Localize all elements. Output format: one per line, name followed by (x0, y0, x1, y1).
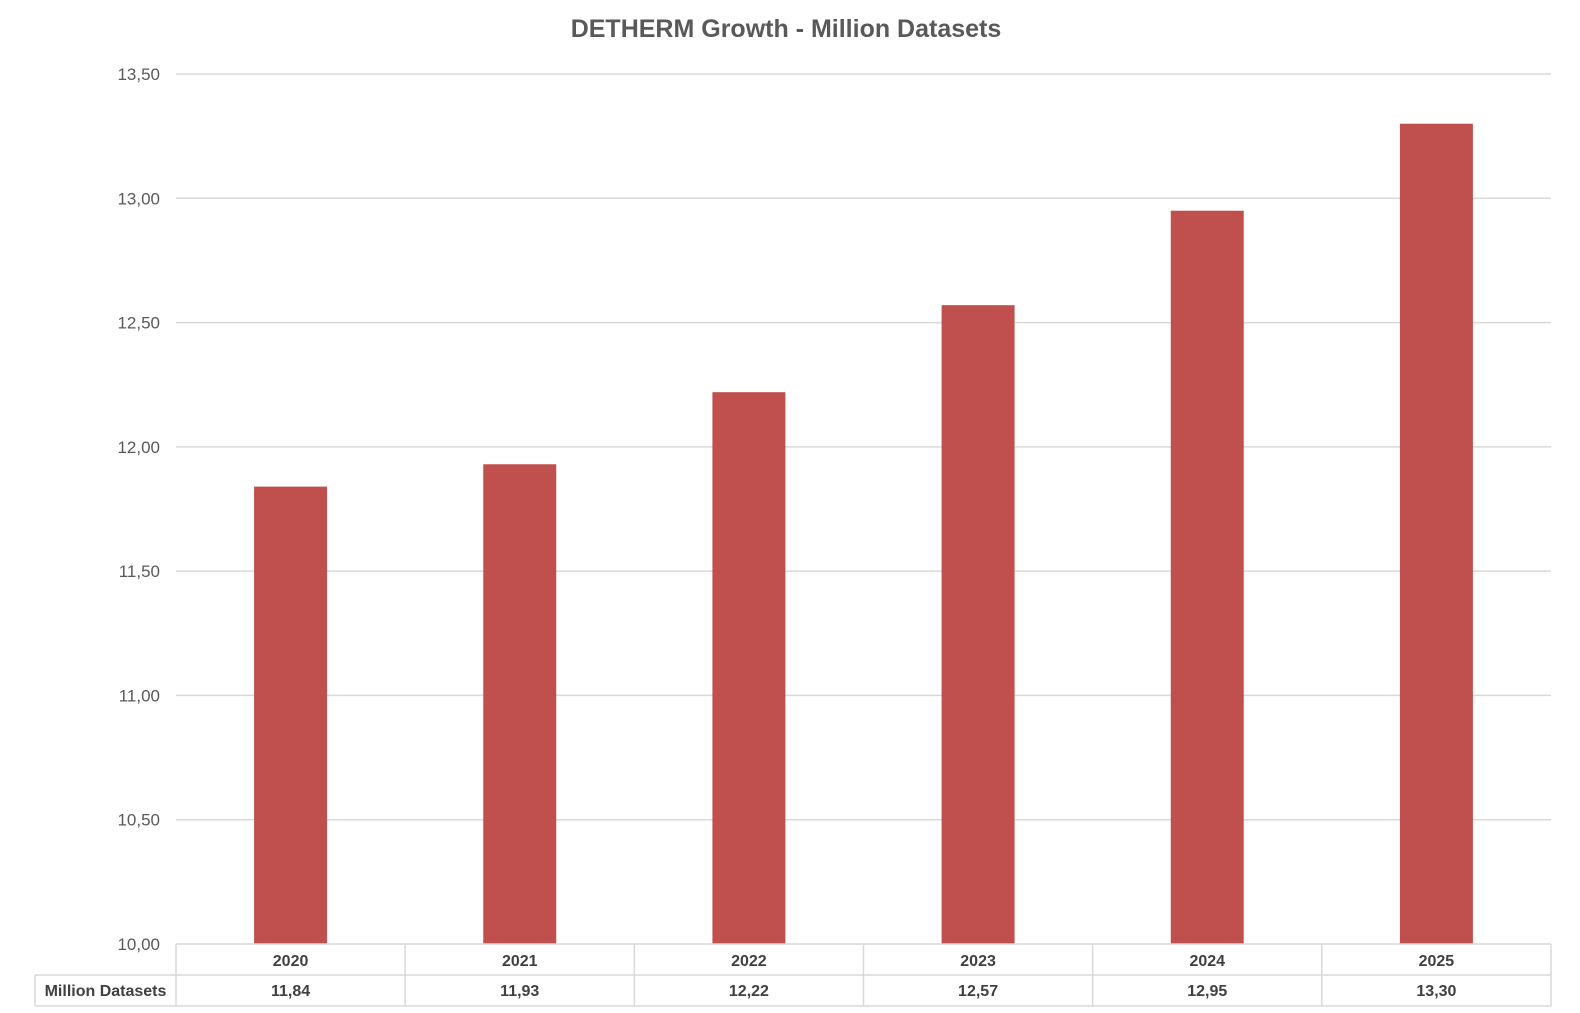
y-tick-label: 10,00 (117, 935, 160, 954)
y-tick-label: 13,00 (117, 189, 160, 208)
bar-2022 (712, 392, 786, 945)
data-label: 11,84 (271, 983, 310, 1000)
chart-title: DETHERM Growth - Million Datasets (571, 15, 1002, 43)
gridlines (176, 73, 1551, 821)
bar-2020 (254, 486, 328, 944)
data-label: 12,22 (729, 983, 769, 1000)
data-label: 13,30 (1416, 983, 1456, 1000)
bar-2021 (483, 464, 557, 944)
x-tick-label: 2021 (502, 953, 538, 970)
x-tick-label: 2020 (273, 953, 309, 970)
legend-series-name: Million Datasets (45, 983, 167, 1000)
data-label: 12,57 (958, 983, 998, 1000)
y-tick-label: 12,50 (117, 314, 160, 333)
bar-2024 (1170, 210, 1244, 944)
y-tick-label: 12,00 (117, 438, 160, 457)
bar-2025 (1399, 123, 1473, 944)
bar-2023 (941, 305, 1015, 945)
data-label: 12,95 (1187, 983, 1227, 1000)
y-tick-label: 10,50 (117, 811, 160, 830)
data-table: Million Datasets 2020 11,84 2021 11,93 2022 12… (34, 943, 1552, 1007)
y-tick-label: 11,00 (119, 686, 160, 705)
y-axis-tick-labels: 10,00 10,50 11,00 11,50 12,00 12,50 13,00 13,50 (117, 65, 160, 954)
data-label: 11,93 (500, 983, 539, 1000)
x-tick-label: 2024 (1189, 953, 1225, 970)
bars (254, 123, 1473, 945)
y-tick-label: 11,50 (119, 562, 160, 581)
x-tick-label: 2022 (731, 953, 767, 970)
y-tick-label: 13,50 (117, 65, 160, 84)
x-tick-label: 2025 (1419, 953, 1455, 970)
x-tick-label: 2023 (960, 953, 996, 970)
